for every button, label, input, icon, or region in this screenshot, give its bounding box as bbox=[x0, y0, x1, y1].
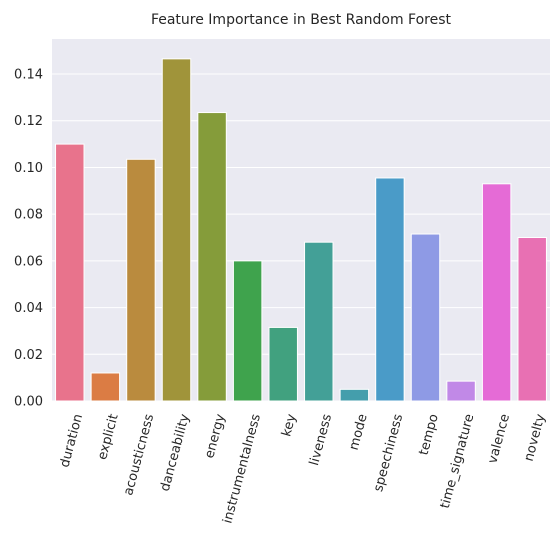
bar-duration bbox=[55, 143, 85, 402]
y-tick-label: 0.14 bbox=[14, 68, 43, 83]
bar-explicit bbox=[90, 372, 121, 402]
x-tick-label: explicit bbox=[95, 412, 122, 461]
y-tick-label: 0.06 bbox=[14, 254, 43, 269]
x-tick-labels: duration explicit acousticness danceability… bbox=[57, 412, 548, 525]
x-tick-label: novelty bbox=[522, 412, 549, 463]
y-tick-label: 0.08 bbox=[14, 208, 43, 223]
x-tick-label: mode bbox=[347, 412, 371, 452]
bar-danceability bbox=[161, 58, 192, 402]
x-tick-label: energy bbox=[202, 412, 228, 460]
x-tick-label: acousticness bbox=[121, 412, 157, 497]
y-tick-label: 0.02 bbox=[14, 348, 43, 363]
x-tick-label: liveness bbox=[307, 412, 335, 467]
bar-speechiness bbox=[375, 177, 405, 402]
bar-instrumentalness bbox=[232, 260, 263, 402]
x-tick-label: time_signature bbox=[438, 412, 478, 510]
x-tick-label: valence bbox=[485, 412, 513, 465]
x-tick-label: key bbox=[279, 412, 299, 438]
chart-title: Feature Importance in Best Random Forest bbox=[151, 12, 452, 28]
bar-tempo bbox=[410, 233, 441, 402]
x-tick-label: instrumentalness bbox=[220, 412, 264, 525]
y-tick-label: 0.00 bbox=[14, 395, 43, 410]
y-tick-label: 0.10 bbox=[14, 161, 43, 176]
x-tick-label: tempo bbox=[417, 412, 442, 456]
y-tick-labels: 0.00 0.02 0.04 0.06 0.08 0.10 0.12 0.14 bbox=[14, 68, 43, 410]
bars bbox=[55, 58, 547, 402]
bar-liveness bbox=[304, 241, 334, 402]
bar-energy bbox=[197, 112, 227, 402]
x-tick-label: speechiness bbox=[371, 412, 406, 493]
bar-novelty bbox=[517, 237, 547, 402]
bar-key bbox=[268, 326, 298, 402]
bar-time-signature bbox=[446, 380, 476, 402]
x-tick-label: duration bbox=[57, 412, 86, 469]
y-tick-label: 0.12 bbox=[14, 114, 43, 129]
bar-mode bbox=[339, 388, 370, 402]
y-tick-label: 0.04 bbox=[14, 301, 43, 316]
bar-acousticness bbox=[126, 158, 156, 402]
x-tick-label: danceability bbox=[158, 412, 193, 493]
bar-valence bbox=[481, 183, 512, 402]
